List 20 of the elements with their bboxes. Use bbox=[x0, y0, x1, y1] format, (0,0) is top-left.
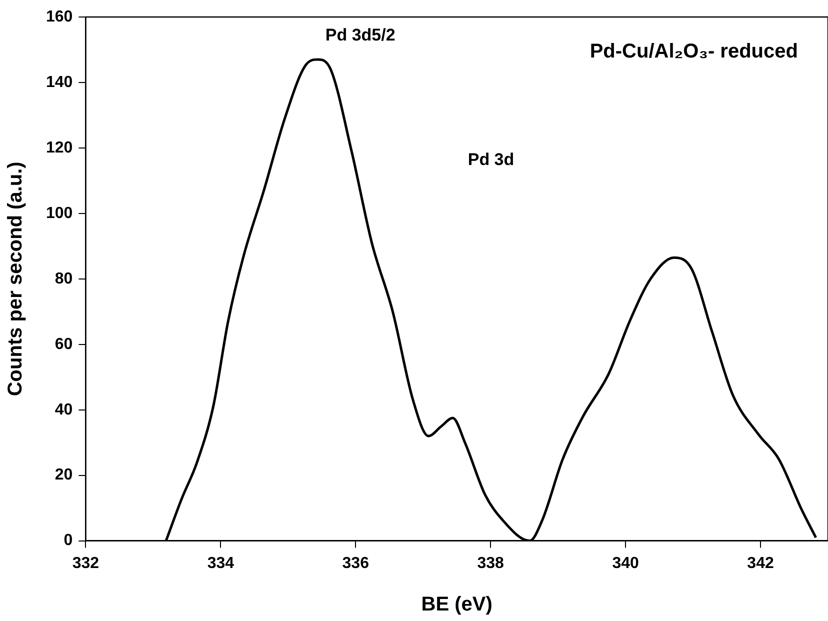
y-tick-label: 60 bbox=[54, 336, 73, 353]
y-tick-label: 100 bbox=[46, 204, 73, 222]
y-tick-label: 20 bbox=[54, 466, 73, 484]
text: Pd-Cu/Al₂O₃- reduced bbox=[590, 40, 798, 63]
x-tick-label: 334 bbox=[207, 554, 234, 572]
y-tick-label: 0 bbox=[64, 532, 73, 550]
y-tick-label: 160 bbox=[46, 8, 73, 26]
annotation: Pd 3d bbox=[468, 150, 514, 170]
x-tick-label: 332 bbox=[72, 554, 100, 572]
x-tick-label: 342 bbox=[747, 554, 774, 572]
x-axis-title: BE (eV) bbox=[421, 594, 492, 616]
x-tick-label: 336 bbox=[342, 554, 370, 572]
x-tick-label: 338 bbox=[477, 554, 504, 572]
y-axis-title: Counts per second (a.u.) bbox=[4, 162, 27, 396]
y-tick-label: 40 bbox=[54, 401, 73, 418]
x-tick-label: 340 bbox=[612, 554, 639, 572]
annotation: Pd 3d5/2 bbox=[325, 26, 396, 45]
y-tick-label: 80 bbox=[54, 270, 73, 288]
y-tick-label: 120 bbox=[46, 139, 73, 156]
y-tick-label: 140 bbox=[46, 74, 73, 91]
